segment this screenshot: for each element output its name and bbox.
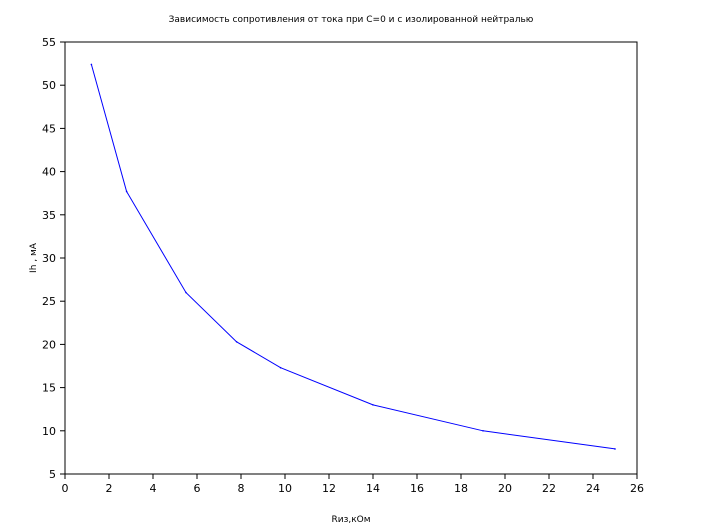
x-axis-ticks: 0 2 4 6 8 10 12 14 16 18 20 22 24 26 xyxy=(62,474,644,495)
y-tick-label: 15 xyxy=(42,382,56,395)
y-tick-label: 55 xyxy=(42,36,56,49)
data-point xyxy=(614,448,616,450)
plot-area xyxy=(64,41,638,475)
y-tick-label: 40 xyxy=(42,166,56,179)
y-tick-label: 35 xyxy=(42,209,56,222)
y-tick-label: 45 xyxy=(42,122,56,135)
x-tick-label: 4 xyxy=(150,482,157,495)
y-tick-label: 30 xyxy=(42,252,56,265)
x-tick-label: 10 xyxy=(278,482,292,495)
x-tick-label: 2 xyxy=(106,482,113,495)
x-tick-label: 6 xyxy=(194,482,201,495)
y-axis-label: Ih , мА xyxy=(29,242,39,273)
x-tick-label: 12 xyxy=(322,482,336,495)
x-axis-label: Rиз,кОм xyxy=(331,515,370,525)
plot-frame xyxy=(64,41,638,475)
x-tick-label: 18 xyxy=(454,482,468,495)
x-tick-label: 14 xyxy=(366,482,380,495)
data-point xyxy=(372,404,374,406)
x-tick-label: 26 xyxy=(630,482,644,495)
x-tick-label: 22 xyxy=(542,482,556,495)
data-point xyxy=(235,341,238,343)
x-tick-label: 16 xyxy=(410,482,424,495)
data-point xyxy=(185,291,187,294)
y-tick-label: 5 xyxy=(49,468,56,481)
data-point xyxy=(482,430,484,432)
x-tick-label: 8 xyxy=(238,482,245,495)
x-tick-label: 24 xyxy=(586,482,600,495)
y-tick-label: 25 xyxy=(42,295,56,308)
data-point xyxy=(125,190,128,193)
data-series-group xyxy=(90,63,616,450)
x-tick-label: 0 xyxy=(62,482,69,495)
chart-title: Зависимость сопротивления от тока при С=… xyxy=(169,15,534,25)
y-tick-label: 10 xyxy=(42,425,56,438)
y-tick-label: 50 xyxy=(42,79,56,92)
y-axis-ticks: 5 10 15 20 25 30 35 40 45 50 55 xyxy=(42,36,65,481)
data-point xyxy=(279,366,282,369)
data-point xyxy=(90,63,93,66)
y-tick-label: 20 xyxy=(42,338,56,351)
x-tick-label: 20 xyxy=(498,482,512,495)
series-line xyxy=(90,64,616,450)
